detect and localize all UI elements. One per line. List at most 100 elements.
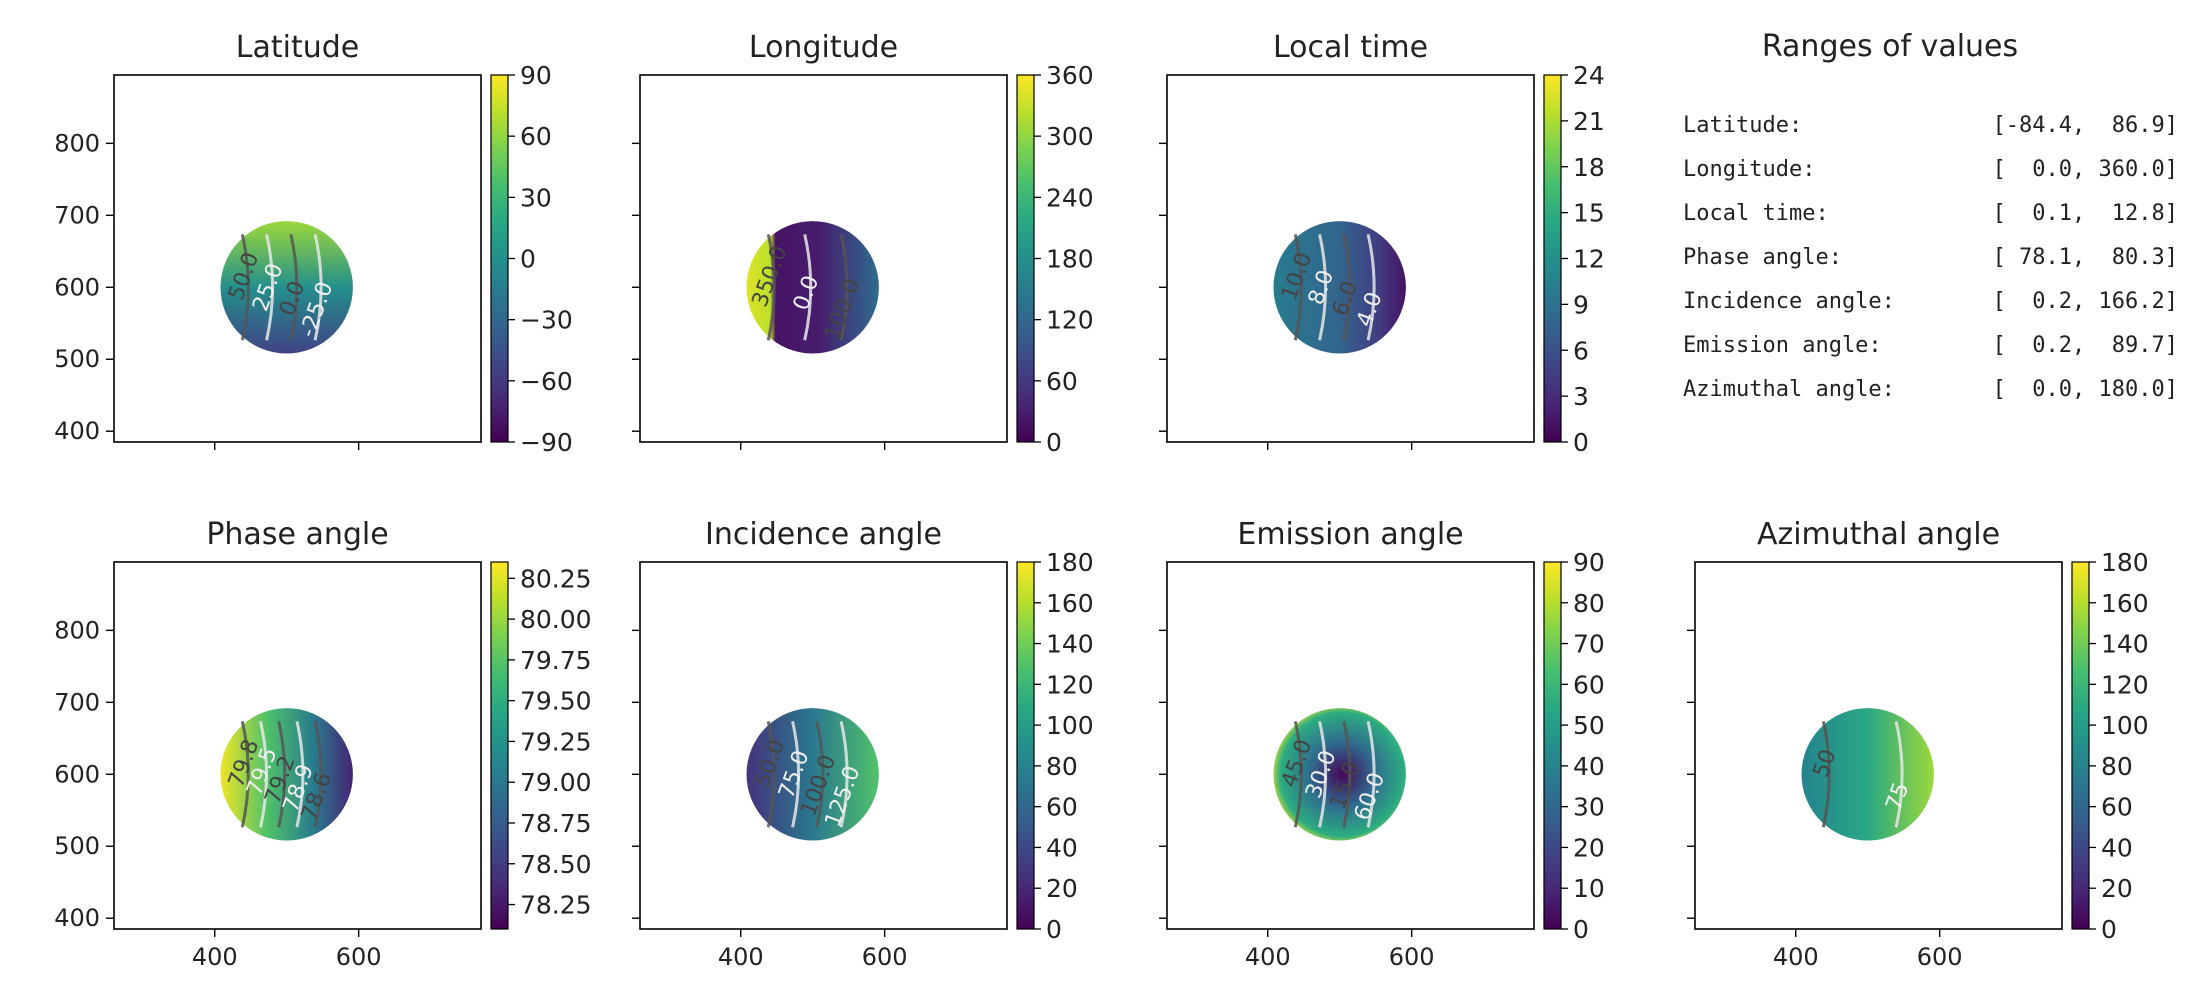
x-tick-label: 400 <box>192 943 238 971</box>
range-value: [ 0.2, 166.2] <box>1993 289 2178 314</box>
colorbar-tick-label: 80.00 <box>520 605 592 634</box>
colorbar-tick-label: 360 <box>1046 61 1094 90</box>
colorbar-tick-label: 20 <box>1573 833 1605 862</box>
x-tick-label: 600 <box>336 943 382 971</box>
colorbar-tick-label: 180 <box>1046 245 1094 274</box>
contour-line <box>265 233 275 341</box>
x-tick-label: 400 <box>1773 943 1819 971</box>
colorbar-tick-label: 80 <box>2101 752 2133 781</box>
colorbar-tick-label: 180 <box>2101 548 2149 577</box>
colorbar-tick-label: 0 <box>1573 915 1589 944</box>
colorbar-tick-label: 160 <box>2101 589 2149 618</box>
colorbar-tick-label: 120 <box>1046 306 1094 335</box>
colorbar-tick-label: 50 <box>1573 711 1605 740</box>
contour-line <box>1318 720 1328 828</box>
colorbar-tick-label: −60 <box>520 367 573 396</box>
range-label: Longitude: <box>1683 157 1815 182</box>
subplot-title: Latitude <box>236 30 359 65</box>
contour-line <box>240 720 250 828</box>
colorbar-tick-label: 180 <box>1046 548 1094 577</box>
range-label: Emission angle: <box>1683 333 1882 358</box>
x-tick-label: 600 <box>1917 943 1963 971</box>
colorbar-tick-label: 3 <box>1573 382 1589 411</box>
contour-line <box>791 720 801 828</box>
colorbar-tick-label: 78.75 <box>520 809 592 838</box>
colorbar-tick-label: 60 <box>520 122 552 151</box>
colorbar-tick-label: 90 <box>520 61 552 90</box>
subplot-latitude: Latitude50.025.00.0-25.0400500600700800−… <box>54 30 573 457</box>
contour-line <box>1293 233 1303 341</box>
x-tick-label: 600 <box>862 943 908 971</box>
x-tick-label: 400 <box>718 943 764 971</box>
contour-line <box>1366 720 1376 828</box>
range-value: [-84.4, 86.9] <box>1993 113 2178 138</box>
contour-line <box>1318 233 1328 341</box>
range-label: Latitude: <box>1683 113 1802 138</box>
contour-line <box>313 233 323 341</box>
colorbar-tick-label: 60 <box>1046 367 1078 396</box>
colorbar <box>1543 561 1562 930</box>
colorbar-tick-label: 79.50 <box>520 687 592 716</box>
contour-line <box>1366 233 1376 341</box>
range-value: [ 0.1, 12.8] <box>1993 201 2178 226</box>
y-tick-label: 400 <box>54 904 100 932</box>
panel-title: Ranges of values <box>1762 29 2018 64</box>
colorbar-tick-label: 80.25 <box>520 564 592 593</box>
contour-line <box>803 233 813 341</box>
y-tick-label: 400 <box>54 417 100 445</box>
range-value: [ 78.1, 80.3] <box>1993 245 2178 270</box>
colorbar-tick-label: 100 <box>2101 711 2149 740</box>
y-tick-label: 600 <box>54 760 100 788</box>
range-value: [ 0.0, 360.0] <box>1993 157 2178 182</box>
colorbar <box>1016 74 1035 443</box>
contour-line <box>815 720 825 828</box>
y-tick-label: 700 <box>54 688 100 716</box>
colorbar-tick-label: −30 <box>520 306 573 335</box>
contour-line <box>289 233 299 341</box>
colorbar-tick-label: 120 <box>2101 670 2149 699</box>
colorbar-tick-label: 40 <box>1046 833 1078 862</box>
colorbar-tick-label: 0 <box>1046 915 1062 944</box>
colorbar-tick-label: 140 <box>2101 630 2149 659</box>
colorbar-tick-label: 40 <box>1573 752 1605 781</box>
colorbar-tick-label: 140 <box>1046 630 1094 659</box>
colorbar-tick-label: 79.25 <box>520 727 592 756</box>
colorbar-tick-label: −90 <box>520 428 573 457</box>
colorbar-tick-label: 10 <box>1573 874 1605 903</box>
range-value: [ 0.2, 89.7] <box>1993 333 2178 358</box>
colorbar-tick-label: 0 <box>2101 915 2117 944</box>
contour-line <box>1342 233 1352 341</box>
colorbar-tick-label: 21 <box>1573 107 1605 136</box>
colorbar-tick-label: 240 <box>1046 183 1094 212</box>
colorbar-tick-label: 40 <box>2101 833 2133 862</box>
colorbar <box>490 74 509 443</box>
contour-line <box>839 720 849 828</box>
y-tick-label: 800 <box>54 129 100 157</box>
colorbar-tick-label: 0 <box>520 245 536 274</box>
y-tick-label: 500 <box>54 832 100 860</box>
colorbar-tick-label: 80 <box>1046 752 1078 781</box>
colorbar-tick-label: 60 <box>2101 793 2133 822</box>
colorbar-tick-label: 30 <box>1573 793 1605 822</box>
contour-line <box>313 720 323 828</box>
subplot-title: Local time <box>1273 30 1428 65</box>
subplot-title: Incidence angle <box>705 517 942 552</box>
y-tick-label: 500 <box>54 345 100 373</box>
contour-line <box>839 233 849 341</box>
contour-line <box>259 720 268 828</box>
colorbar-tick-label: 18 <box>1573 153 1605 182</box>
colorbar-tick-label: 80 <box>1573 589 1605 618</box>
contour-line <box>1342 720 1352 828</box>
y-tick-label: 800 <box>54 616 100 644</box>
colorbar-tick-label: 9 <box>1573 290 1589 319</box>
contour-line <box>277 720 287 828</box>
range-label: Incidence angle: <box>1683 289 1895 314</box>
colorbar-tick-label: 60 <box>1573 670 1605 699</box>
contour-line <box>1821 720 1831 828</box>
colorbar <box>1543 74 1562 443</box>
